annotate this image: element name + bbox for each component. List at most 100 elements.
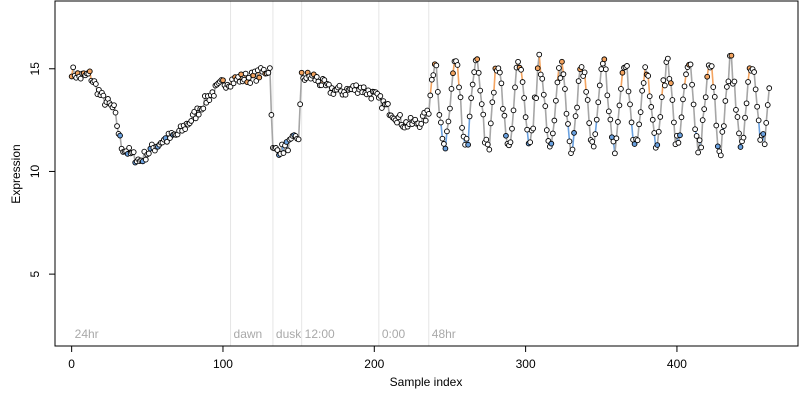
series-line-segment xyxy=(715,125,719,147)
data-point xyxy=(510,107,517,114)
data-point xyxy=(665,55,671,62)
data-point xyxy=(586,120,593,126)
data-point xyxy=(297,101,303,108)
data-point xyxy=(434,89,441,95)
data-point xyxy=(589,138,596,145)
data-point xyxy=(433,62,440,69)
data-point xyxy=(733,107,739,113)
data-point xyxy=(206,97,213,103)
data-point xyxy=(188,118,195,124)
series-line-segment xyxy=(629,104,633,123)
series-line-segment xyxy=(700,120,704,148)
data-point xyxy=(583,89,589,95)
data-point xyxy=(554,79,561,86)
data-point xyxy=(722,98,729,104)
data-point xyxy=(459,125,465,131)
marker-label: 0:00 xyxy=(382,327,406,341)
series-line-segment xyxy=(535,68,539,99)
series-line-segment xyxy=(630,122,634,140)
data-point xyxy=(595,99,602,106)
data-point xyxy=(640,80,647,86)
series-line-segment xyxy=(691,84,695,105)
data-point xyxy=(616,102,623,109)
series-line-segment xyxy=(468,97,472,117)
data-point xyxy=(642,64,649,70)
x-tick-label: 100 xyxy=(213,357,233,371)
data-point xyxy=(447,105,453,112)
data-point xyxy=(530,125,537,132)
data-point xyxy=(631,141,638,147)
data-point xyxy=(336,82,343,89)
data-point xyxy=(465,141,471,148)
data-point xyxy=(379,105,385,111)
data-point xyxy=(648,104,655,110)
data-point xyxy=(719,129,726,135)
data-point xyxy=(649,116,656,123)
data-point xyxy=(680,96,686,103)
data-point xyxy=(557,75,564,81)
data-point xyxy=(764,102,771,108)
series-line-segment xyxy=(754,89,758,107)
data-point xyxy=(500,106,506,112)
series-line-segment xyxy=(532,97,536,129)
series-line-segment xyxy=(673,122,677,145)
series-line-segment xyxy=(500,83,504,109)
data-point xyxy=(671,119,677,126)
data-point xyxy=(639,87,645,94)
data-point xyxy=(695,149,701,156)
marker-label: 48hr xyxy=(432,327,456,341)
data-point xyxy=(368,95,375,102)
data-point xyxy=(628,119,635,126)
data-point xyxy=(702,94,709,101)
data-point xyxy=(743,100,750,107)
data-point xyxy=(766,85,773,91)
series-line-segment xyxy=(626,65,630,92)
plot-frame xyxy=(54,0,799,347)
series-line-segment xyxy=(297,104,301,140)
series-line-segment xyxy=(639,90,643,113)
data-point xyxy=(182,126,188,132)
x-axis-title: Sample index xyxy=(390,375,463,389)
data-point xyxy=(265,69,272,76)
data-point xyxy=(489,99,496,106)
data-point xyxy=(550,130,556,137)
data-point xyxy=(394,119,400,126)
data-point xyxy=(757,137,764,143)
series-line-segment xyxy=(553,100,557,121)
data-point xyxy=(710,84,717,90)
data-point xyxy=(142,156,149,163)
data-point xyxy=(637,109,644,115)
data-point xyxy=(321,77,328,83)
series-line-segment xyxy=(523,97,527,118)
data-point xyxy=(100,92,107,99)
y-tick-label: 5 xyxy=(28,270,42,277)
series-line-segment xyxy=(270,114,274,148)
data-point xyxy=(486,146,493,153)
series-line-segment xyxy=(605,69,609,96)
data-point xyxy=(192,115,199,122)
data-point xyxy=(751,69,757,75)
data-point xyxy=(397,112,403,118)
data-point xyxy=(692,126,698,133)
data-point xyxy=(527,139,534,146)
data-point xyxy=(385,101,391,107)
series-line-segment xyxy=(564,88,568,114)
series-line-segment xyxy=(449,88,453,109)
data-point xyxy=(498,80,505,87)
data-point xyxy=(422,117,429,124)
data-point xyxy=(713,122,720,129)
data-point xyxy=(678,114,685,121)
data-point xyxy=(463,135,470,142)
data-point xyxy=(353,82,359,89)
series-line-segment xyxy=(745,81,749,104)
series-line-segment xyxy=(477,72,482,91)
data-point xyxy=(436,112,443,118)
data-point xyxy=(445,118,452,125)
series-line-segment xyxy=(689,64,693,85)
data-point xyxy=(613,135,620,142)
data-point xyxy=(661,82,668,89)
data-point xyxy=(245,74,252,81)
data-point xyxy=(755,117,762,124)
data-point xyxy=(645,73,652,79)
